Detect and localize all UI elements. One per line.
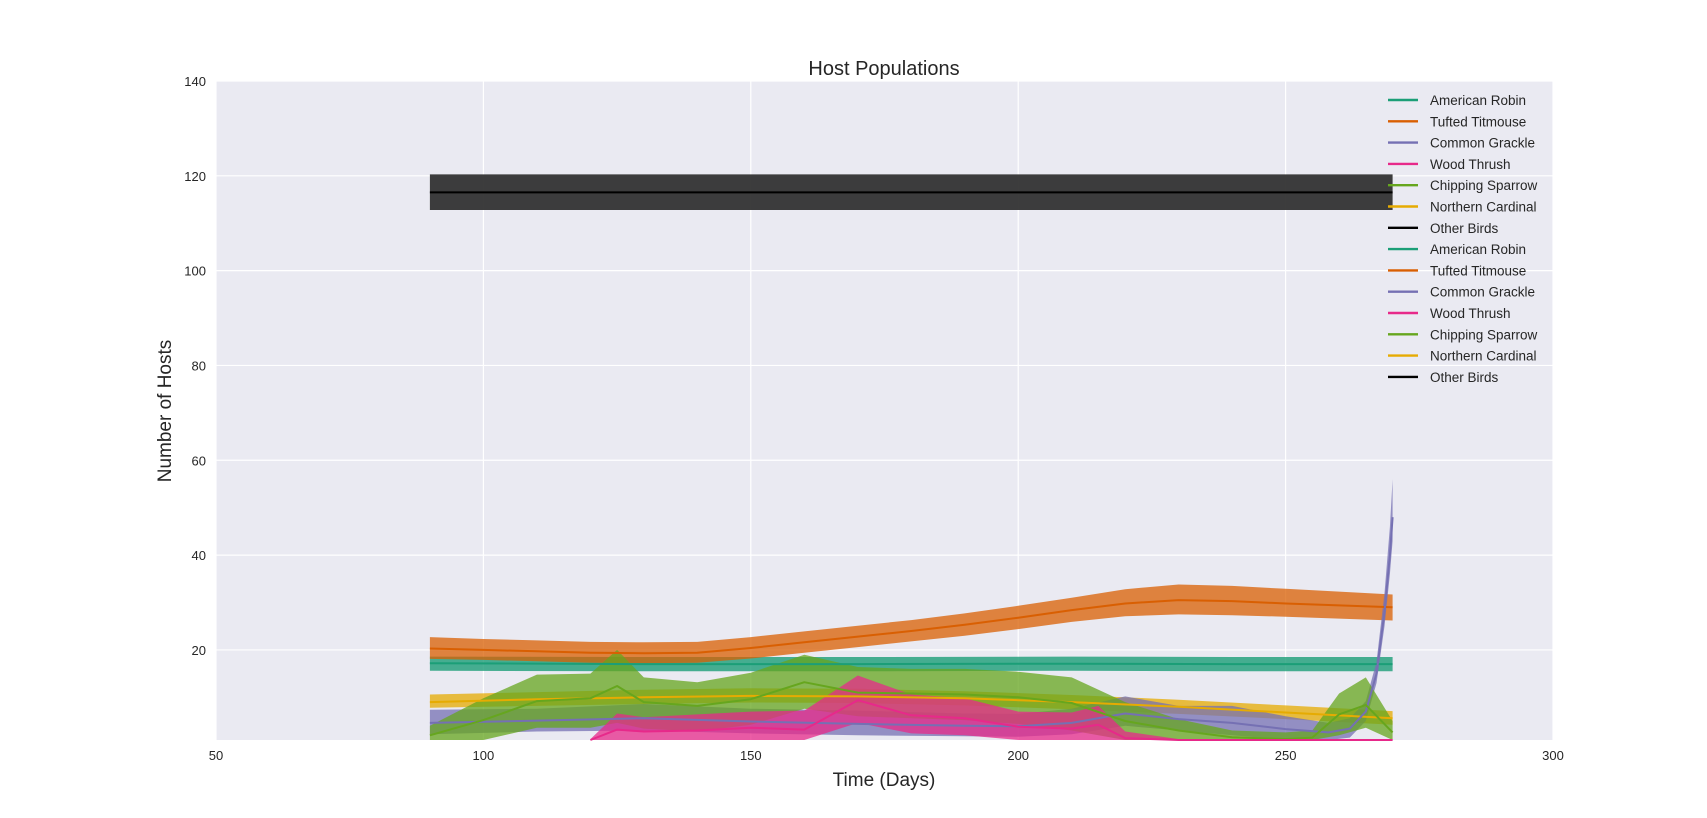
legend-item: Other Birds [1388, 221, 1499, 236]
series-lines [429, 191, 1394, 741]
x-tick-labels: 50 100 150 200 250 300 [209, 748, 1564, 763]
x-tick-label: 50 [209, 748, 223, 763]
series-line [429, 681, 1394, 741]
chart-title: Host Populations [808, 58, 959, 80]
legend-label: Wood Thrush [1430, 306, 1511, 321]
legend-label: American Robin [1430, 242, 1526, 257]
legend-item: Wood Thrush [1388, 157, 1511, 172]
y-tick-label: 60 [192, 453, 206, 468]
series-line [429, 517, 1394, 734]
series-band [429, 584, 1393, 664]
x-tick-label: 250 [1275, 748, 1297, 763]
legend-label: Northern Cardinal [1430, 200, 1537, 215]
legend-item: Other Birds [1388, 370, 1499, 385]
legend-item: Wood Thrush [1388, 306, 1511, 321]
legend-label: Other Birds [1430, 370, 1499, 385]
y-tick-label: 80 [192, 358, 206, 373]
x-tick-label: 100 [473, 748, 495, 763]
series-line [429, 662, 1393, 666]
legend-label: Chipping Sparrow [1430, 327, 1538, 342]
y-tick-label: 140 [184, 74, 206, 89]
legend-label: Common Grackle [1430, 136, 1535, 151]
legend-item: Tufted Titmouse [1388, 263, 1526, 278]
y-tick-label: 120 [184, 169, 206, 184]
series-line [429, 599, 1393, 655]
legend-label: American Robin [1430, 93, 1526, 108]
legend-label: Northern Cardinal [1430, 349, 1537, 364]
legend-label: Tufted Titmouse [1430, 114, 1526, 129]
y-axis-label: Number of Hosts [155, 340, 176, 483]
x-tick-label: 300 [1542, 748, 1564, 763]
legend-item: American Robin [1388, 93, 1526, 108]
y-tick-label: 40 [192, 548, 206, 563]
legend-item: Chipping Sparrow [1388, 178, 1538, 193]
x-tick-label: 150 [740, 748, 762, 763]
legend-item: Common Grackle [1388, 136, 1535, 151]
legend-item: Chipping Sparrow [1388, 327, 1538, 342]
legend-item: Common Grackle [1388, 285, 1535, 300]
x-tick-label: 200 [1007, 748, 1029, 763]
x-axis-label: Time (Days) [833, 770, 936, 791]
series-line [590, 699, 1393, 741]
legend-label: Common Grackle [1430, 285, 1535, 300]
legend-label: Other Birds [1430, 221, 1499, 236]
legend-item: Tufted Titmouse [1388, 114, 1526, 129]
legend-item: American Robin [1388, 242, 1526, 257]
y-tick-labels: 20 40 60 80 100 120 140 [184, 74, 206, 658]
legend-label: Chipping Sparrow [1430, 178, 1538, 193]
legend-label: Tufted Titmouse [1430, 263, 1526, 278]
y-tick-label: 20 [192, 643, 206, 658]
legend-label: Wood Thrush [1430, 157, 1511, 172]
y-tick-label: 100 [184, 264, 206, 279]
series-band [590, 675, 1393, 740]
legend: American Robin Tufted Titmouse Common Grac… [1388, 93, 1538, 385]
legend-item: Northern Cardinal [1388, 200, 1537, 215]
legend-item: Northern Cardinal [1388, 349, 1537, 364]
